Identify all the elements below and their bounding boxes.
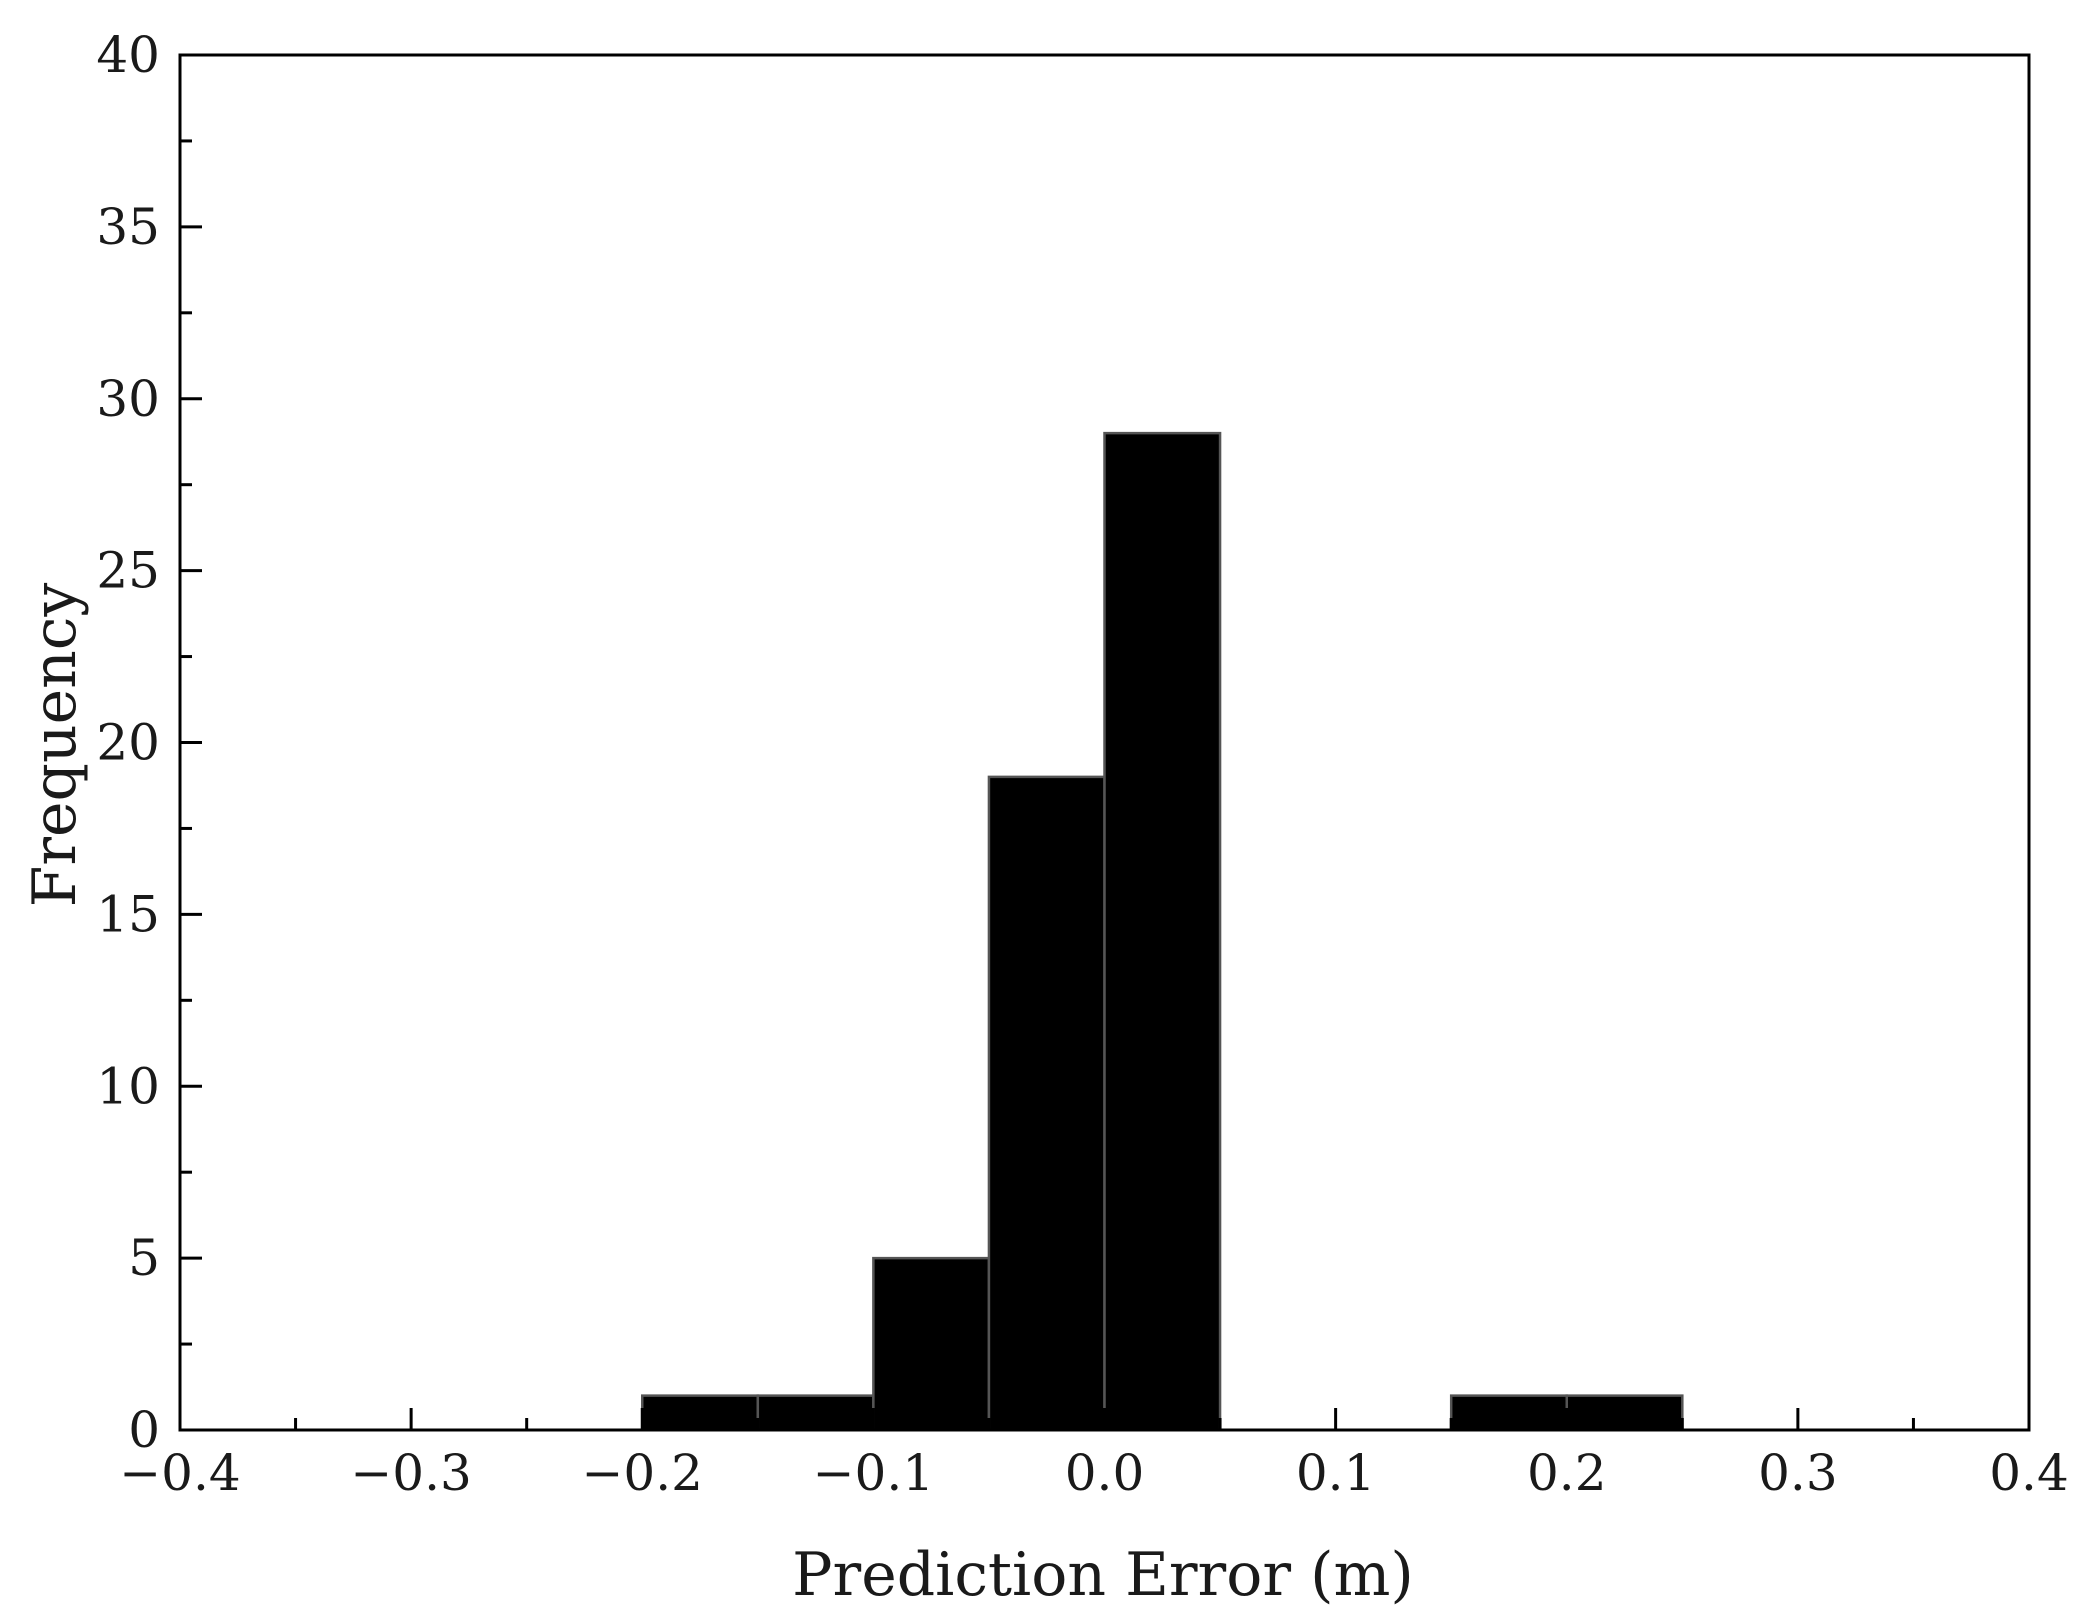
histogram-bar	[1449, 1394, 1568, 1432]
histogram-bars	[641, 431, 1684, 1432]
x-tick-label: −0.1	[813, 1444, 934, 1502]
x-tick-label: 0.1	[1296, 1444, 1376, 1502]
x-tick-label: −0.2	[582, 1444, 703, 1502]
histogram-bar	[641, 1394, 760, 1432]
histogram-bar	[756, 1394, 875, 1432]
x-axis-title: Prediction Error (m)	[792, 1540, 1414, 1610]
y-tick-label: 5	[128, 1229, 160, 1287]
histogram-bar	[872, 1256, 991, 1432]
histogram-bar	[1565, 1394, 1684, 1432]
y-axis-ticks: 0 5 10 15 20 25 30 35 40	[96, 26, 202, 1459]
y-tick-label: 35	[96, 198, 160, 256]
y-tick-label: 40	[96, 26, 160, 84]
y-tick-label: 30	[96, 370, 160, 428]
x-tick-label: −0.4	[119, 1444, 240, 1502]
x-tick-label: 0.2	[1527, 1444, 1607, 1502]
y-tick-label: 10	[96, 1057, 160, 1115]
x-tick-label: 0.4	[1989, 1444, 2069, 1502]
x-tick-label: 0.0	[1065, 1444, 1145, 1502]
x-tick-label: −0.3	[350, 1444, 471, 1502]
x-tick-label: 0.3	[1758, 1444, 1838, 1502]
x-axis-ticks: −0.4 −0.3 −0.2 −0.1 0.0 0.1 0.2 0.3 0.4	[119, 1408, 2069, 1502]
y-tick-label: 25	[96, 542, 160, 600]
y-tick-label: 0	[128, 1401, 160, 1459]
histogram-bar	[1103, 431, 1222, 1432]
y-tick-label: 15	[96, 885, 160, 943]
y-tick-label: 20	[96, 714, 160, 772]
y-axis-title: Frequency	[20, 583, 90, 908]
histogram-bar	[987, 775, 1106, 1432]
